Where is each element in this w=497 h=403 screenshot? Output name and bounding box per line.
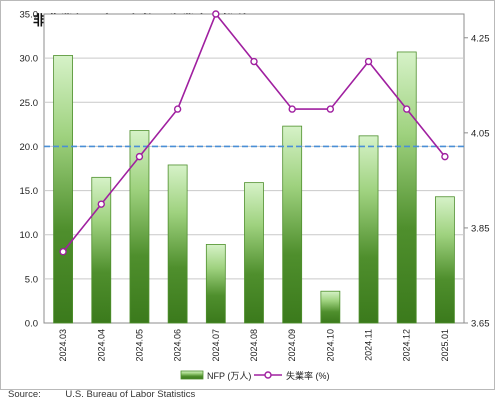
unemployment-point bbox=[364, 57, 373, 66]
y-left-tick-label: 20.0 bbox=[20, 142, 39, 153]
x-tick-label: 2024.08 bbox=[249, 329, 259, 362]
y-left-tick-label: 10.0 bbox=[20, 230, 39, 241]
legend-label-nfp: NFP (万人) bbox=[207, 371, 251, 381]
x-tick-label: 2024.03 bbox=[58, 329, 68, 362]
x-tick-label: 2025.01 bbox=[440, 329, 450, 362]
source-label: Source: bbox=[8, 389, 41, 400]
nfp-bar bbox=[167, 164, 188, 324]
unemployment-point bbox=[212, 10, 220, 18]
unemployment-point bbox=[97, 200, 105, 208]
bar-series bbox=[53, 51, 455, 324]
unemployment-point bbox=[403, 105, 411, 113]
nfp-bar bbox=[205, 244, 226, 324]
nfp-bar bbox=[396, 51, 417, 324]
y-left-tick-label: 30.0 bbox=[20, 54, 39, 65]
x-tick-label: 2024.06 bbox=[173, 329, 183, 362]
y-left-tick-label: 5.0 bbox=[25, 274, 38, 285]
y-left-tick-label: 25.0 bbox=[20, 98, 39, 109]
unemployment-point bbox=[135, 152, 144, 161]
legend-label-unemployment: 失業率 (%) bbox=[286, 370, 330, 381]
chart-frame: 非農業部門雇用者数と失業率の推移 0.05.010.015.020.025.03… bbox=[0, 0, 495, 390]
nfp-bar bbox=[129, 130, 150, 324]
nfp-bar bbox=[282, 125, 303, 324]
x-tick-label: 2024.12 bbox=[402, 329, 412, 362]
y-right-tick-label: 4.05 bbox=[471, 128, 490, 139]
y-right-tick-label: 3.65 bbox=[471, 319, 490, 330]
y-right-tick-label: 3.85 bbox=[471, 223, 490, 234]
nfp-bar bbox=[53, 55, 73, 324]
axes: 0.0 5.0 10.0 15.0 20.0 25.0 30.0 35.0 3.65 3.85 4.… bbox=[20, 10, 490, 362]
nfp-bar bbox=[358, 135, 379, 324]
nfp-bar bbox=[244, 182, 264, 324]
unemployment-point bbox=[173, 105, 182, 113]
unemployment-point bbox=[288, 105, 296, 113]
unemployment-point bbox=[326, 105, 335, 113]
y-left-tick-label: 35.0 bbox=[20, 10, 39, 21]
source-text: U.S. Bureau of Labor Statistics bbox=[65, 389, 196, 400]
y-left-tick-label: 0.0 bbox=[25, 319, 38, 330]
unemployment-point bbox=[441, 152, 449, 161]
legend: NFP (万人) 失業率 (%) bbox=[180, 370, 330, 381]
nfp-bar bbox=[320, 290, 341, 324]
legend-swatch-nfp bbox=[180, 370, 204, 380]
line-series bbox=[59, 10, 449, 256]
x-tick-label: 2024.09 bbox=[287, 329, 297, 362]
unemployment-point bbox=[250, 57, 258, 66]
x-tick-label: 2024.07 bbox=[211, 329, 221, 362]
x-tick-label: 2024.10 bbox=[325, 329, 335, 362]
x-tick-label: 2024.04 bbox=[96, 329, 106, 362]
nfp-bar bbox=[435, 196, 455, 324]
combo-chart: 0.0 5.0 10.0 15.0 20.0 25.0 30.0 35.0 3.65 3.85 4.… bbox=[20, 10, 490, 382]
unemployment-point bbox=[59, 247, 67, 256]
nfp-bar bbox=[91, 176, 112, 324]
y-left-tick-label: 15.0 bbox=[20, 186, 39, 197]
legend-marker-unemployment bbox=[264, 371, 272, 379]
x-tick-label: 2024.11 bbox=[364, 329, 374, 361]
y-right-tick-label: 4.25 bbox=[471, 33, 490, 44]
source-note: Source: U.S. Bureau of Labor Statistics bbox=[8, 389, 195, 400]
x-tick-label: 2024.05 bbox=[134, 329, 144, 362]
